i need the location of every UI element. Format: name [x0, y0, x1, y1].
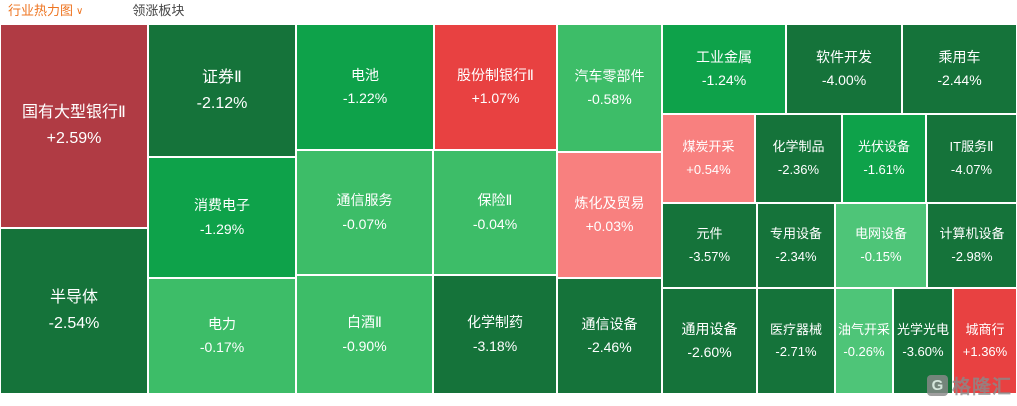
tile-sector-name: 通信服务 [336, 192, 393, 208]
tile-sector-name: 消费电子 [194, 197, 250, 213]
treemap-tile[interactable]: 医疗器械 -2.71% [757, 288, 835, 394]
tile-change-value: -1.61% [863, 161, 905, 177]
tile-sector-name: 电池 [351, 66, 379, 83]
tile-sector-name: 光伏设备 [857, 139, 910, 155]
treemap-tile[interactable]: 化学制品 -2.36% [755, 114, 842, 203]
treemap-tile[interactable]: 股份制银行Ⅱ +1.07% [434, 24, 557, 150]
treemap-tile[interactable]: 证券Ⅱ -2.12% [148, 24, 296, 157]
tile-sector-name: 计算机设备 [939, 226, 1005, 242]
treemap-tile[interactable]: IT服务Ⅱ -4.07% [926, 114, 1017, 203]
treemap-tile[interactable]: 油气开采 -0.26% [835, 288, 893, 394]
tile-sector-name: 股份制银行Ⅱ [457, 66, 534, 83]
treemap-tile[interactable]: 乘用车 -2.44% [902, 24, 1017, 114]
tile-change-value: -0.58% [587, 91, 632, 107]
tile-sector-name: 软件开发 [816, 48, 872, 65]
tile-sector-name: 化学制品 [772, 139, 825, 155]
tile-change-value: -1.22% [342, 90, 388, 106]
tile-sector-name: 油气开采 [837, 321, 890, 337]
tile-change-value: -2.36% [777, 161, 820, 177]
tile-change-value: -4.00% [821, 72, 867, 88]
tile-sector-name: 化学制药 [467, 314, 523, 330]
tile-sector-name: 保险Ⅱ [477, 192, 513, 208]
tile-change-value: +2.59% [46, 130, 102, 147]
tile-sector-name: 国有大型银行Ⅱ [22, 104, 126, 121]
tile-change-value: -0.04% [472, 215, 518, 232]
tile-sector-name: 汽车零部件 [574, 67, 645, 84]
tile-change-value: -2.44% [937, 72, 982, 88]
tile-change-value: -3.18% [472, 337, 518, 354]
tile-change-value: -1.29% [199, 220, 245, 237]
treemap-tile[interactable]: 软件开发 -4.00% [786, 24, 902, 114]
treemap-tile[interactable]: 电网设备 -0.15% [835, 203, 927, 288]
treemap-tile[interactable]: 化学制药 -3.18% [433, 275, 557, 394]
tile-sector-name: 半导体 [49, 289, 98, 306]
tile-change-value: +1.07% [471, 90, 520, 106]
treemap-tile[interactable]: 计算机设备 -2.98% [927, 203, 1017, 288]
tile-sector-name: 元件 [696, 226, 723, 242]
treemap-tile[interactable]: 炼化及贸易 +0.03% [557, 152, 662, 278]
heatmap-tab-bar: 行业热力图 ∨ 领涨板块 [0, 0, 1017, 22]
tile-change-value: +0.03% [585, 218, 634, 234]
tab-industry-heatmap[interactable]: 行业热力图 ∨ [8, 0, 83, 22]
tile-change-value: -2.98% [951, 248, 993, 264]
treemap-tile[interactable]: 保险Ⅱ -0.04% [433, 150, 557, 275]
tile-change-value: -2.54% [48, 315, 100, 332]
treemap-tile[interactable]: 城商行 +1.36% [953, 288, 1017, 394]
chevron-down-icon[interactable]: ∨ [76, 6, 84, 17]
tab-leading-sectors-label: 领涨板块 [132, 3, 185, 18]
tile-sector-name: IT服务Ⅱ [949, 139, 994, 155]
tile-sector-name: 证券Ⅱ [202, 68, 242, 86]
treemap-tile[interactable]: 白酒Ⅱ -0.90% [296, 275, 433, 394]
tile-sector-name: 通用设备 [681, 320, 738, 337]
tile-change-value: +0.54% [686, 161, 731, 177]
tile-change-value: -3.60% [902, 344, 944, 359]
tile-change-value: -1.24% [701, 72, 747, 88]
treemap-tile[interactable]: 工业金属 -1.24% [662, 24, 786, 114]
tile-sector-name: 医疗器械 [769, 321, 822, 337]
tile-change-value: -2.46% [587, 339, 632, 355]
tile-sector-name: 炼化及贸易 [574, 194, 645, 211]
treemap-tile[interactable]: 电池 -1.22% [296, 24, 434, 150]
treemap-tile[interactable]: 国有大型银行Ⅱ +2.59% [0, 24, 148, 228]
tile-change-value: -0.15% [860, 248, 902, 264]
tile-sector-name: 专用设备 [769, 226, 822, 242]
treemap-tile[interactable]: 光伏设备 -1.61% [842, 114, 926, 203]
treemap-tile[interactable]: 通信设备 -2.46% [557, 278, 662, 394]
tab-industry-heatmap-label: 行业热力图 [8, 3, 74, 18]
tile-sector-name: 光学光电 [896, 321, 949, 337]
treemap-tile[interactable]: 专用设备 -2.34% [757, 203, 835, 288]
tile-change-value: -0.26% [843, 344, 885, 359]
treemap-tile[interactable]: 半导体 -2.54% [0, 228, 148, 394]
tile-sector-name: 白酒Ⅱ [347, 314, 382, 330]
tile-change-value: -0.90% [342, 337, 387, 354]
tile-sector-name: 乘用车 [938, 48, 981, 65]
tile-sector-name: 城商行 [965, 321, 1005, 337]
treemap-tile[interactable]: 煤炭开采 +0.54% [662, 114, 755, 203]
tile-change-value: -0.17% [199, 339, 245, 355]
treemap-tile[interactable]: 元件 -3.57% [662, 203, 757, 288]
treemap-tile[interactable]: 光学光电 -3.60% [893, 288, 953, 394]
tile-sector-name: 电力 [208, 315, 236, 332]
tile-change-value: -2.12% [196, 94, 248, 112]
tile-sector-name: 通信设备 [581, 315, 638, 332]
treemap-tile[interactable]: 消费电子 -1.29% [148, 157, 296, 278]
treemap-tile[interactable]: 电力 -0.17% [148, 278, 296, 394]
tile-change-value: -3.57% [688, 248, 731, 264]
tile-sector-name: 电网设备 [854, 226, 907, 242]
tile-change-value: -2.34% [775, 248, 817, 264]
treemap-tile[interactable]: 通信服务 -0.07% [296, 150, 433, 275]
tile-sector-name: 工业金属 [696, 48, 752, 65]
tile-change-value: -4.07% [950, 161, 993, 177]
tile-change-value: -2.60% [687, 344, 732, 360]
treemap-tile[interactable]: 通用设备 -2.60% [662, 288, 757, 394]
tab-leading-sectors[interactable]: 领涨板块 [132, 0, 184, 22]
tile-sector-name: 煤炭开采 [682, 139, 735, 155]
tile-change-value: +1.36% [962, 344, 1008, 359]
tile-change-value: -0.07% [342, 215, 387, 232]
tile-change-value: -2.71% [775, 344, 817, 359]
treemap-tile[interactable]: 汽车零部件 -0.58% [557, 24, 662, 152]
